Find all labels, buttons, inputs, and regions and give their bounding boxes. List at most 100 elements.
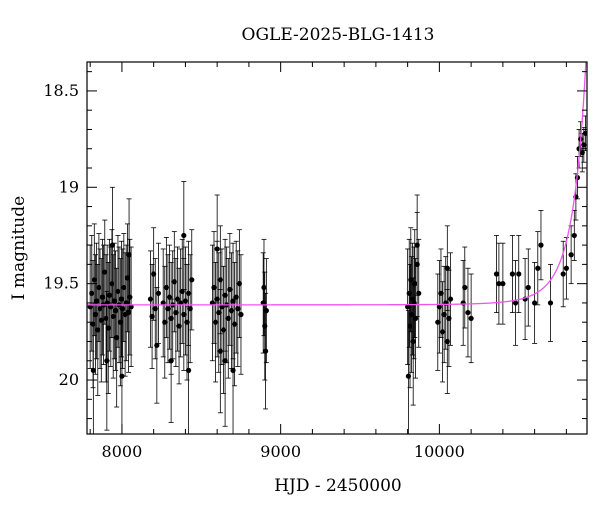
data-point [106,292,113,298]
y-axis-label: I magnitude [9,196,29,300]
data-point [228,308,235,314]
data-point [185,367,192,373]
axis-ticks: 8000 9000 10000 18.5 19 19.5 20 [43,62,587,461]
plot-area [87,62,587,434]
data-point [446,315,452,321]
data-point [217,348,223,354]
data-point [444,338,450,345]
data-point [111,298,117,304]
data-points [87,130,587,379]
data-point [185,290,192,296]
data-point [532,300,538,306]
data-point [235,306,241,312]
data-point [109,281,115,287]
data-point [436,304,442,310]
data-point [582,130,587,136]
data-point [91,277,97,283]
data-point [500,281,506,287]
data-point [261,284,267,291]
data-point [465,309,471,316]
data-point [407,323,413,329]
data-point [184,319,190,325]
data-point [222,358,228,364]
data-point [166,294,173,300]
data-point [105,325,111,331]
data-point [165,306,171,312]
data-point [263,308,269,314]
data-point [115,288,121,294]
data-point [109,242,115,248]
data-point [189,277,195,283]
data-point [233,294,239,300]
data-point [236,281,242,287]
data-point [230,367,236,373]
data-point [468,315,474,321]
data-point [412,315,419,321]
y-tick-label: 18.5 [43,81,79,100]
data-point [119,373,125,379]
data-point [95,327,101,333]
data-point [162,319,168,325]
data-point [414,261,420,267]
data-point [441,311,447,318]
data-point [408,277,414,283]
data-point [406,290,412,296]
data-point [124,275,131,281]
data-point [538,242,544,248]
data-point [220,327,227,333]
data-point [125,309,132,316]
data-point [410,338,416,345]
data-point [152,306,158,312]
data-point [168,358,174,364]
data-point [563,265,569,271]
data-point [227,286,233,293]
data-point [155,290,162,296]
data-point [496,281,502,287]
data-point [98,317,104,323]
data-point [120,306,126,312]
data-point [126,252,132,258]
data-point [262,348,269,354]
x-tick-label: 9000 [260,442,301,461]
model-curve [87,62,587,306]
data-point [114,335,120,341]
data-point [230,298,236,304]
data-point [560,271,566,277]
data-point [262,323,268,329]
data-point [222,292,228,298]
data-point [535,265,541,271]
data-point [103,315,109,321]
data-point [92,311,99,318]
data-point [462,284,468,291]
data-point [512,300,519,306]
data-point [117,319,123,325]
y-tick-label: 19.5 [43,274,79,293]
data-point [438,290,444,296]
data-point [181,311,187,318]
data-point [89,290,95,296]
data-point [509,271,515,277]
data-point [214,296,220,302]
data-point [216,309,222,316]
y-tick-label: 20 [59,370,79,389]
data-point [90,367,96,373]
data-point [147,296,154,302]
data-point [211,284,217,291]
data-point [409,311,415,318]
data-point [149,313,155,320]
data-point [168,315,174,321]
data-point [405,373,412,379]
data-point [110,313,116,320]
data-point [99,294,105,300]
data-point [97,306,103,312]
data-point [182,298,189,304]
data-point [547,300,554,306]
data-point [151,271,157,277]
data-point [96,284,102,291]
data-point [579,149,585,156]
data-point [435,319,441,325]
data-point [516,271,522,277]
data-point [187,306,193,312]
data-point [127,294,133,300]
